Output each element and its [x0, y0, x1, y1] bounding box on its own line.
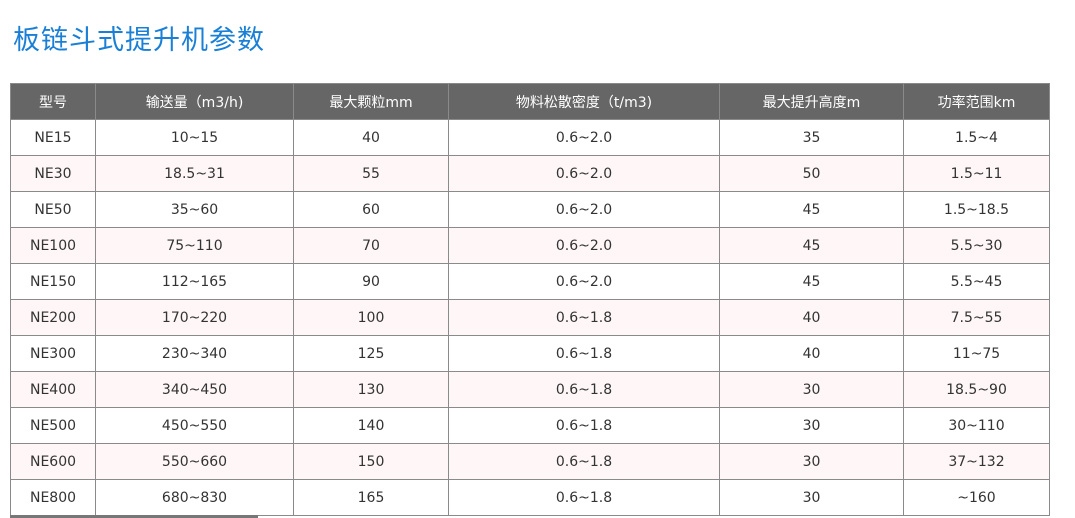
table-cell: 0.6~1.8	[448, 299, 720, 336]
table-cell: 0.6~2.0	[448, 155, 720, 192]
table-cell: 30	[719, 443, 904, 480]
column-header: 输送量（m3/h)	[95, 83, 294, 120]
table-row: NE500 450~550 140 0.6~1.8 30 30~110	[10, 407, 1050, 444]
table-cell: 340~450	[95, 371, 294, 408]
table-row: NE150 112~165 90 0.6~2.0 45 5.5~45	[10, 263, 1050, 300]
table-row: NE800 680~830 165 0.6~1.8 30 ~160	[10, 479, 1050, 516]
table-cell: NE150	[10, 263, 96, 300]
table-cell: 0.6~2.0	[448, 227, 720, 264]
table-cell: 100	[293, 299, 449, 336]
table-cell: NE200	[10, 299, 96, 336]
table-cell: 37~132	[903, 443, 1050, 480]
table-cell: 140	[293, 407, 449, 444]
table-cell: 35~60	[95, 191, 294, 228]
table-cell: 11~75	[903, 335, 1050, 372]
table-cell: 150	[293, 443, 449, 480]
table-cell: 75~110	[95, 227, 294, 264]
page-title: 板链斗式提升机参数	[13, 25, 265, 56]
table-row: NE100 75~110 70 0.6~2.0 45 5.5~30	[10, 227, 1050, 264]
table-cell: 55	[293, 155, 449, 192]
table-cell: 165	[293, 479, 449, 516]
table-cell: 0.6~2.0	[448, 119, 720, 156]
horizontal-scrollbar[interactable]	[10, 515, 258, 518]
table-cell: 1.5~4	[903, 119, 1050, 156]
table-row: NE300 230~340 125 0.6~1.8 40 11~75	[10, 335, 1050, 372]
table-cell: 130	[293, 371, 449, 408]
table-cell: 40	[293, 119, 449, 156]
column-header: 型号	[10, 83, 96, 120]
column-header: 最大提升高度m	[719, 83, 904, 120]
table-cell: NE300	[10, 335, 96, 372]
table-cell: 10~15	[95, 119, 294, 156]
table-row: NE50 35~60 60 0.6~2.0 45 1.5~18.5	[10, 191, 1050, 228]
table-cell: 30	[719, 479, 904, 516]
table-cell: 7.5~55	[903, 299, 1050, 336]
table-cell: 40	[719, 335, 904, 372]
table-cell: 45	[719, 263, 904, 300]
table-cell: 45	[719, 191, 904, 228]
table-cell: 112~165	[95, 263, 294, 300]
table-cell: 0.6~1.8	[448, 335, 720, 372]
table-cell: 170~220	[95, 299, 294, 336]
table-cell: 0.6~1.8	[448, 443, 720, 480]
table-cell: 680~830	[95, 479, 294, 516]
table-row: NE200 170~220 100 0.6~1.8 40 7.5~55	[10, 299, 1050, 336]
table-row: NE600 550~660 150 0.6~1.8 30 37~132	[10, 443, 1050, 480]
table-cell: NE50	[10, 191, 96, 228]
table-cell: 30	[719, 371, 904, 408]
table-cell: 40	[719, 299, 904, 336]
table-cell: 60	[293, 191, 449, 228]
table-cell: 30	[719, 407, 904, 444]
table-cell: ~160	[903, 479, 1050, 516]
table-cell: 50	[719, 155, 904, 192]
table-cell: 450~550	[95, 407, 294, 444]
table-header-row: 型号 输送量（m3/h) 最大颗粒mm 物料松散密度（t/m3) 最大提升高度m 功率范围…	[10, 83, 1050, 120]
table-cell: 0.6~1.8	[448, 407, 720, 444]
table-cell: NE800	[10, 479, 96, 516]
table-row: NE400 340~450 130 0.6~1.8 30 18.5~90	[10, 371, 1050, 408]
table-cell: 1.5~11	[903, 155, 1050, 192]
table-cell: NE500	[10, 407, 96, 444]
column-header: 物料松散密度（t/m3)	[448, 83, 720, 120]
table-cell: 70	[293, 227, 449, 264]
table-cell: 550~660	[95, 443, 294, 480]
table-cell: 0.6~2.0	[448, 263, 720, 300]
table-cell: 0.6~1.8	[448, 479, 720, 516]
table-cell: 0.6~2.0	[448, 191, 720, 228]
table-cell: 125	[293, 335, 449, 372]
table-cell: 90	[293, 263, 449, 300]
parameters-table: 型号 输送量（m3/h) 最大颗粒mm 物料松散密度（t/m3) 最大提升高度m 功率范围…	[10, 83, 1050, 516]
table-cell: 5.5~30	[903, 227, 1050, 264]
table-cell: NE400	[10, 371, 96, 408]
table-cell: 1.5~18.5	[903, 191, 1050, 228]
table-cell: NE100	[10, 227, 96, 264]
table-cell: NE600	[10, 443, 96, 480]
table-cell: 0.6~1.8	[448, 371, 720, 408]
table-row: NE30 18.5~31 55 0.6~2.0 50 1.5~11	[10, 155, 1050, 192]
table-cell: NE15	[10, 119, 96, 156]
column-header: 功率范围km	[903, 83, 1050, 120]
table-cell: 35	[719, 119, 904, 156]
table-cell: 5.5~45	[903, 263, 1050, 300]
table-cell: 30~110	[903, 407, 1050, 444]
table-cell: 18.5~90	[903, 371, 1050, 408]
table-row: NE15 10~15 40 0.6~2.0 35 1.5~4	[10, 119, 1050, 156]
table-cell: 45	[719, 227, 904, 264]
table-cell: NE30	[10, 155, 96, 192]
table-cell: 18.5~31	[95, 155, 294, 192]
table-cell: 230~340	[95, 335, 294, 372]
column-header: 最大颗粒mm	[293, 83, 449, 120]
